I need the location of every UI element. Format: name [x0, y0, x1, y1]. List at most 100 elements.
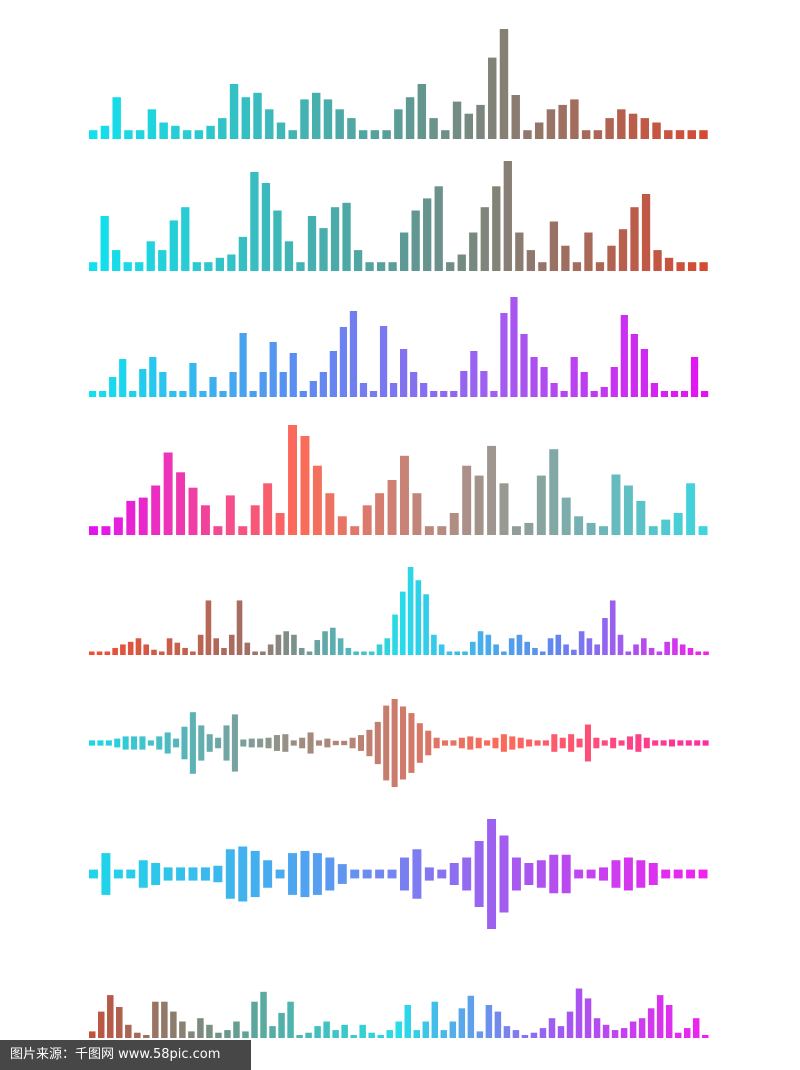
waveform-5-bar	[423, 594, 429, 655]
watermark-badge: 图片来源：千图网 www.58pic.com	[0, 1040, 251, 1070]
waveform-6-bar	[433, 737, 440, 749]
waveform-1-bar	[652, 122, 661, 139]
waveform-4-bar	[250, 505, 260, 535]
waveform-8-bar	[440, 1030, 448, 1038]
waveform-1-bar	[382, 130, 391, 139]
waveform-6-bar	[324, 738, 331, 748]
waveform-3-bar	[269, 342, 277, 397]
waveform-1-bar	[523, 130, 532, 139]
waveform-8-bar	[314, 1026, 321, 1038]
waveform-5-bar	[446, 651, 453, 655]
waveform-5-bar	[415, 580, 422, 655]
waveform-6-bar	[475, 737, 482, 749]
waveform-6-bar	[89, 740, 96, 746]
waveform-4-bar	[698, 526, 708, 535]
waveform-2-bar	[353, 250, 363, 271]
waveform-6-bar	[131, 736, 138, 750]
waveform-7-bar	[611, 860, 621, 888]
waveform-2-bar	[699, 262, 708, 271]
waveform-6-bar	[509, 736, 516, 750]
waveform-8-bar	[476, 1031, 484, 1038]
waveform-1-bar	[276, 122, 286, 139]
waveform-5-bar	[524, 641, 530, 655]
waveform-8-bar	[449, 1021, 457, 1038]
waveform-6-bar	[534, 740, 541, 746]
waveform-1-bar	[300, 99, 309, 139]
waveform-3-bar	[440, 391, 448, 397]
waveform-6-bar	[702, 740, 709, 746]
waveform-5-bar	[656, 651, 663, 655]
waveform-1-bar	[370, 130, 380, 139]
waveform-8-bar	[656, 995, 664, 1038]
waveform-4-bar	[424, 526, 434, 535]
waveform-8-bar	[647, 1008, 655, 1038]
waveform-6-bar	[677, 740, 684, 746]
waveform-4-magenta-to-cyan	[89, 425, 708, 535]
waveform-2-bar	[100, 216, 109, 271]
waveform-5-bar	[664, 641, 670, 655]
waveform-3-bar	[249, 391, 257, 397]
waveform-2-bar	[365, 262, 374, 271]
waveform-3-bar	[279, 372, 287, 397]
waveform-8-bar	[197, 1018, 204, 1038]
waveform-7-bar	[101, 853, 111, 895]
waveform-8-bar	[224, 1030, 231, 1038]
waveform-1-bar	[546, 109, 556, 139]
waveform-7-bar	[387, 869, 397, 879]
waveform-2-bar	[607, 245, 616, 271]
waveform-4-bar	[126, 500, 136, 535]
waveform-8-bar	[620, 1028, 628, 1038]
waveform-8-bar	[413, 1030, 421, 1038]
waveform-1-bar	[241, 97, 251, 139]
waveform-4-bar	[176, 472, 186, 535]
waveform-4-bar	[362, 505, 372, 535]
waveform-1-bar	[664, 130, 673, 139]
waveform-7-bar	[200, 867, 210, 881]
waveform-8-bar	[611, 1030, 619, 1038]
waveform-4-bar	[89, 526, 98, 535]
waveform-2-bar	[388, 262, 397, 271]
waveform-2-bar	[273, 210, 282, 271]
waveform-4-bar	[225, 495, 235, 535]
waveform-5-bar	[158, 651, 165, 655]
waveform-1-bar	[347, 118, 356, 139]
waveform-5-bar	[485, 634, 492, 655]
waveform-5-bar	[594, 644, 600, 655]
waveform-5-bar	[501, 651, 507, 655]
waveform-6-bar	[341, 740, 348, 746]
waveform-6-bar	[593, 737, 600, 749]
waveform-8-bar	[494, 1011, 502, 1038]
waveform-2-bar	[492, 186, 501, 271]
waveform-8-bar	[242, 1031, 249, 1038]
waveform-5-bar	[135, 638, 142, 655]
waveform-6-bar	[492, 737, 499, 749]
waveform-3-bar	[510, 297, 518, 397]
waveform-3-bar	[540, 367, 548, 397]
waveform-5-bar	[695, 651, 702, 655]
waveform-3-bar	[450, 391, 458, 397]
waveform-6-bar	[425, 730, 432, 756]
waveform-5-bar	[477, 631, 484, 655]
waveform-6-bar	[694, 740, 701, 746]
waveform-6-bar	[122, 736, 129, 750]
waveform-1-bar	[534, 122, 544, 139]
waveform-3-bar	[89, 391, 97, 397]
waveform-1-bar	[617, 109, 626, 139]
waveform-2-bar	[630, 207, 639, 271]
waveform-4-bar	[499, 483, 509, 535]
waveform-6-bar	[559, 737, 566, 749]
waveform-7-bar	[89, 869, 98, 879]
waveform-3-bar	[309, 381, 317, 397]
waveform-1-bar	[206, 125, 215, 139]
waveform-5-bar	[368, 651, 375, 655]
waveform-8-bar	[665, 1005, 673, 1038]
waveform-5-bar	[298, 647, 305, 655]
waveform-5-bar	[322, 631, 328, 655]
waveform-1-bar	[699, 130, 708, 139]
waveform-2-bar	[423, 198, 432, 271]
waveform-5-bar	[384, 638, 391, 655]
waveform-5-bar	[353, 651, 359, 655]
waveform-1-bar	[675, 130, 685, 139]
waveform-4-bar	[474, 475, 484, 535]
waveform-8-bar	[593, 1018, 601, 1038]
